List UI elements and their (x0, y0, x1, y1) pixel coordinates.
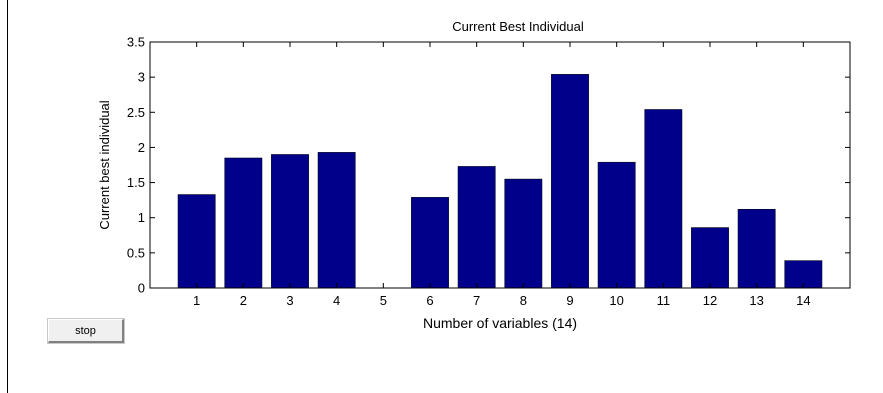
y-tick-label-2.5: 2.5 (127, 105, 145, 120)
x-axis-label: Number of variables (14) (423, 315, 577, 331)
x-tick-label-6: 6 (426, 293, 433, 308)
x-tick-label-12: 12 (703, 293, 717, 308)
plot-frame (149, 41, 851, 289)
bar-2 (224, 157, 263, 289)
bar-series (177, 74, 823, 289)
y-tick-label-1: 1 (138, 210, 145, 225)
bar-3 (271, 154, 309, 289)
bar-12 (691, 227, 729, 289)
x-tick-label-7: 7 (473, 293, 480, 308)
x-tick-label-2: 2 (240, 293, 247, 308)
y-tick-label-3.5: 3.5 (127, 35, 145, 50)
axis-ticks (150, 41, 850, 289)
stop-button[interactable]: stop (47, 318, 125, 344)
bar-11 (644, 109, 683, 289)
x-tick-label-9: 9 (566, 293, 573, 308)
bar-1 (177, 194, 216, 289)
x-tick-label-3: 3 (286, 293, 293, 308)
bar-4 (317, 152, 356, 289)
x-tick-labels: 1 2 3 4 5 6 7 8 9 10 11 12 13 14 (193, 293, 811, 308)
y-tick-label-3: 3 (138, 70, 145, 85)
y-tick-label-1.5: 1.5 (127, 175, 145, 190)
x-tick-label-10: 10 (609, 293, 623, 308)
chart-title: Current Best Individual (452, 19, 584, 34)
y-tick-label-0.5: 0.5 (127, 245, 145, 260)
x-tick-label-11: 11 (657, 293, 671, 308)
x-tick-label-14: 14 (796, 293, 810, 308)
window-left-border (7, 0, 8, 393)
bar-9 (551, 74, 589, 289)
bar-8 (504, 178, 543, 289)
y-tick-labels: 0 0.5 1 1.5 2 2.5 3 3.5 (127, 35, 145, 296)
bar-10 (597, 161, 636, 289)
y-tick-label-0: 0 (138, 281, 145, 296)
bar-7 (457, 166, 496, 289)
x-tick-label-5: 5 (380, 293, 387, 308)
x-tick-label-1: 1 (193, 293, 200, 308)
bar-6 (411, 197, 449, 289)
x-tick-label-4: 4 (333, 293, 340, 308)
bar-13 (737, 209, 776, 289)
y-tick-label-2: 2 (138, 140, 145, 155)
y-axis-label: Current best individual (97, 100, 112, 229)
x-tick-label-8: 8 (520, 293, 527, 308)
x-tick-label-13: 13 (749, 293, 763, 308)
